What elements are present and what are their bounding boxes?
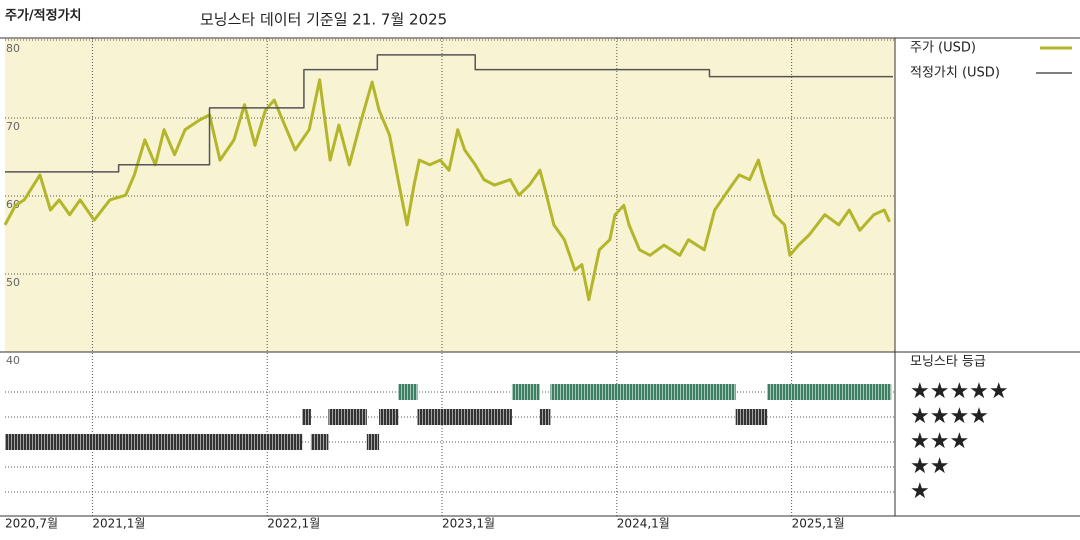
y-tick-label: 50: [6, 276, 20, 289]
y-tick-label: 60: [6, 198, 20, 211]
plot-background: [5, 38, 895, 352]
ratings-title: 모닝스타 등급: [910, 355, 986, 370]
x-tick-label: 2022,1월: [267, 517, 320, 531]
rating-stripe: [398, 384, 418, 400]
x-tick-label: 2024,1월: [617, 517, 670, 531]
rating-stripe: [302, 409, 311, 425]
rating-label: ★★★: [910, 429, 969, 454]
rating-stripe: [328, 409, 367, 425]
rating-stripe: [379, 409, 399, 425]
rating-label: ★: [910, 479, 930, 504]
rating-stripe: [511, 384, 540, 400]
x-tick-label: 2025,1월: [792, 517, 845, 531]
rating-stripe: [550, 384, 736, 400]
chart-title: 주가/적정가치: [5, 8, 82, 24]
chart-subtitle: 모닝스타 데이터 기준일 21. 7월 2025: [200, 11, 447, 29]
rating-label: ★★: [910, 454, 949, 479]
y-tick-label: 80: [6, 42, 20, 55]
rating-label: ★★★★★: [910, 379, 1009, 404]
price-line: [3, 78, 891, 302]
rating-stripe: [735, 409, 768, 425]
rating-stripe: [366, 434, 380, 450]
fair-value-line: [5, 54, 893, 173]
x-tick-label: 2023,1월: [442, 517, 495, 531]
rating-stripe: [310, 434, 329, 450]
legend-label: 적정가치 (USD): [910, 66, 1000, 81]
y-tick-label: 70: [6, 120, 20, 133]
rating-stripe: [5, 434, 303, 450]
plot-layer: 40 50 60 70 80 2020,7월 2021,1월 2022,1월 2023,1월 20…: [3, 38, 1009, 531]
rating-stripe: [767, 384, 892, 400]
y-tick-label: 40: [6, 354, 20, 367]
rating-stripe: [539, 409, 551, 425]
x-tick-label: 2021,1월: [92, 517, 145, 531]
rating-label: ★★★★: [910, 404, 989, 429]
legend-label: 주가 (USD): [910, 41, 976, 56]
rating-stripe: [417, 409, 512, 425]
x-tick-label: 2020,7월: [5, 517, 58, 531]
